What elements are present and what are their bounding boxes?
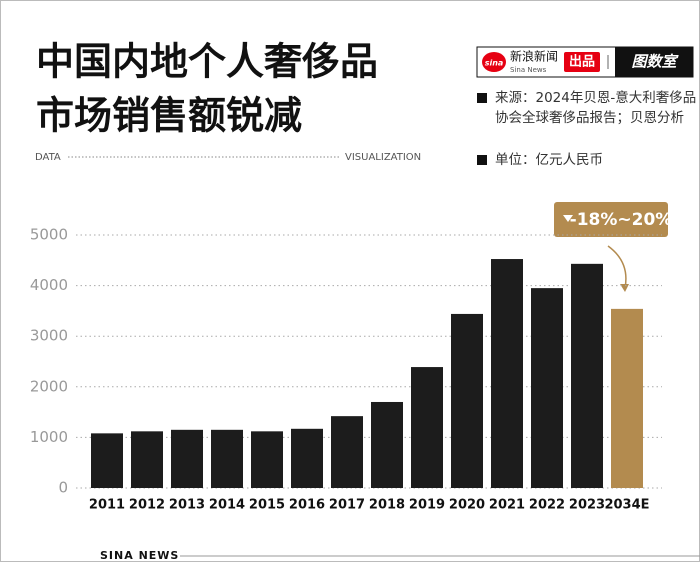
bar xyxy=(251,431,283,488)
x-tick-label: 2013 xyxy=(169,498,205,513)
y-tick-label: 0 xyxy=(58,479,68,497)
x-tick-label: 2019 xyxy=(409,498,445,513)
title-line: 市场销售额锐减 xyxy=(36,94,302,138)
bar xyxy=(291,428,323,488)
bar xyxy=(371,401,403,488)
brand-name: 新浪新闻 xyxy=(510,49,558,64)
bar xyxy=(491,259,523,488)
brand-name-en: Sina News xyxy=(510,66,547,74)
header-right: VISUALIZATION xyxy=(345,152,421,163)
x-tick-label: 2014 xyxy=(209,498,245,513)
annotation-icon xyxy=(563,215,573,222)
y-tick-label: 5000 xyxy=(30,226,68,244)
brand-logo-text: sina xyxy=(485,59,504,68)
brand-logo xyxy=(482,52,506,72)
brand-tag: 出品 xyxy=(569,54,595,70)
bar xyxy=(571,263,603,488)
bar xyxy=(611,308,643,488)
unit: 单位：亿元人民币 xyxy=(477,150,700,170)
y-tick-label: 1000 xyxy=(30,428,68,446)
brand-dark xyxy=(615,47,693,77)
x-tick-label: 2034E xyxy=(604,498,649,513)
footer: SINA NEWS xyxy=(100,549,179,562)
bar xyxy=(171,429,203,488)
bar xyxy=(531,288,563,488)
y-tick-label: 4000 xyxy=(30,276,68,294)
source: 来源：2024年贝恩-意大利奢侈品协会全球奢侈品报告；贝恩分析 xyxy=(477,88,700,128)
x-tick-label: 2022 xyxy=(529,498,565,513)
x-tick-label: 2023 xyxy=(569,498,605,513)
x-tick-label: 2012 xyxy=(129,498,165,513)
x-tick-label: 2016 xyxy=(289,498,325,513)
bar xyxy=(131,431,163,488)
x-tick-label: 2017 xyxy=(329,498,365,513)
bar xyxy=(451,313,483,488)
bar xyxy=(331,416,363,488)
x-tick-label: 2018 xyxy=(369,498,405,513)
bar xyxy=(211,429,243,488)
bar xyxy=(411,367,443,488)
title-line: 中国内地个人奢侈品 xyxy=(36,40,378,84)
x-tick-label: 2015 xyxy=(249,498,285,513)
x-tick-label: 2011 xyxy=(89,498,125,513)
y-tick-label: 2000 xyxy=(30,377,68,395)
brand-tag-box xyxy=(564,52,600,72)
annotation-arrow xyxy=(607,245,627,289)
bar xyxy=(91,433,123,488)
x-tick-label: 2021 xyxy=(489,498,525,513)
y-tick-label: 3000 xyxy=(30,327,68,345)
annotation-arrowhead xyxy=(620,284,629,292)
header-left: DATA xyxy=(35,152,61,163)
x-tick-label: 2020 xyxy=(449,498,485,513)
annotation: -18%~20% xyxy=(570,210,673,230)
brand-product: 图数室 xyxy=(631,53,679,71)
annotation-box xyxy=(554,202,668,237)
